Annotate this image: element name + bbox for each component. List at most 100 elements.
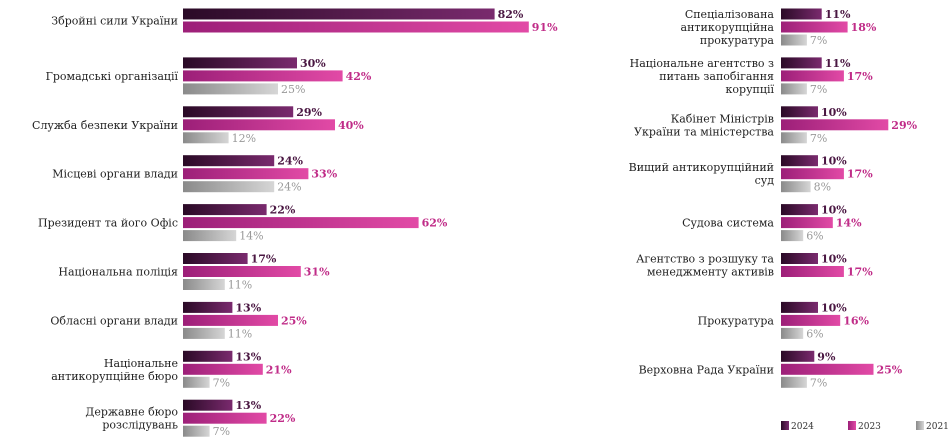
bar-2023-вищий-антикорупційний-суд [781,168,844,180]
bar-2024-національна-поліція [183,253,248,264]
value-label: 25% [281,314,307,327]
value-label: 6% [806,327,823,340]
category-label: Президент та його Офіс [38,217,178,230]
bar-2023-агентство-з-розшуку-та-менеджменту-активів [781,266,844,277]
bar-2021-президент-та-його-офіс [183,230,237,242]
value-label: 10% [821,204,847,217]
bar-2023-національне-агентство-з-питань-запобігання-корупції [781,70,844,82]
value-label: 6% [806,230,823,243]
bar-2021-громадські-організації [183,83,278,95]
value-label: 22% [270,204,296,217]
bar-2024-національне-агентство-з-питань-запобігання-корупції [781,57,822,69]
bar-2021-національна-поліція [183,279,225,290]
bar-2021-національне-агентство-з-питань-запобігання-корупції [781,83,807,95]
value-label: 33% [311,168,337,181]
legend-label: 2021 [926,422,949,432]
bar-2024-спеціалізована-антикорупційна-прокуратура [781,8,822,20]
value-label: 29% [891,119,917,132]
category-label: Національне антикорупційне бюро [51,357,178,383]
value-label: 11% [228,279,252,292]
bar-2021-верховна-рада-україни [781,376,807,388]
bar-2024-президент-та-його-офіс [183,204,267,216]
value-label: 13% [235,301,261,314]
bar-2024-збройні-сили-україни [183,8,495,20]
bar-2023-судова-система [781,217,833,229]
bar-2024-обласні-органи-влади [183,301,233,313]
bar-2024-агентство-з-розшуку-та-менеджменту-активів [781,253,818,264]
bar-2024-місцеві-органи-влади [183,155,275,167]
bar-2023-спеціалізована-антикорупційна-прокуратура [781,21,848,33]
bar-2024-громадські-організації [183,57,297,69]
value-label: 30% [300,57,326,70]
category-label: Спеціалізована антикорупційна прокуратура [681,8,775,47]
value-label: 17% [251,253,277,266]
bar-2024-кабінет-міністрів-україни-та-міністерства [781,106,818,118]
category-label: Національне агентство з питань запобіганн… [630,57,775,96]
value-label: 7% [810,132,827,145]
value-label: 14% [239,230,263,243]
bar-2024-національне-антикорупційне-бюро [183,350,233,362]
bar-2023-громадські-організації [183,70,343,82]
bar-2023-збройні-сили-україни [183,21,529,33]
value-label: 11% [825,8,851,21]
category-label: Збройні сили України [51,15,178,28]
bar-2023-служба-безпеки-україни [183,119,335,131]
category-label: Кабінет Міністрів України та міністерства [634,112,774,138]
bar-2024-судова-система [781,204,818,216]
value-label: 24% [277,155,303,168]
bar-2024-державне-бюро-розслідувань [183,399,233,411]
bar-2024-верховна-рада-україни [781,350,815,362]
value-label: 11% [825,57,851,70]
value-label: 25% [281,83,305,96]
category-label: Прокуратура [698,314,775,327]
legend: 2024 2023 2021 [781,421,949,432]
bar-2023-місцеві-органи-влади [183,168,309,180]
category-label: Служба безпеки України [32,119,178,132]
value-label: 13% [235,399,261,412]
bar-2021-державне-бюро-розслідувань [183,425,210,437]
bar-2023-національна-поліція [183,266,301,277]
value-label: 25% [877,363,903,376]
chart-panel-1: Збройні сили України 82% 91% Громадські орг… [32,8,558,438]
category-label: Агентство з розшуку та менеджменту активі… [636,253,774,279]
bar-2024-служба-безпеки-україни [183,106,294,118]
category-label: Державне бюро розслідувань [85,406,178,432]
value-label: 10% [821,106,847,119]
bar-2021-судова-система [781,230,804,242]
value-label: 31% [304,266,330,279]
value-label: 18% [851,21,877,34]
value-label: 8% [814,181,831,194]
value-label: 10% [821,155,847,168]
value-label: 13% [235,350,261,363]
legend-label: 2024 [791,422,814,432]
bar-2021-місцеві-органи-влади [183,181,275,193]
value-label: 7% [213,425,230,438]
bar-2023-державне-бюро-розслідувань [183,412,267,424]
value-label: 82% [498,8,524,21]
value-label: 7% [810,376,827,389]
bar-2023-національне-антикорупційне-бюро [183,363,263,375]
category-label: Вищий антикорупційний суд [629,161,775,187]
value-label: 17% [847,70,873,83]
bar-2023-верховна-рада-україни [781,363,874,375]
value-label: 17% [847,266,873,279]
value-label: 7% [213,376,230,389]
value-label: 29% [296,106,322,119]
value-label: 9% [817,350,836,363]
bar-2021-прокуратура [781,327,804,339]
value-label: 7% [810,83,827,96]
value-label: 7% [810,34,827,47]
bar-2023-обласні-органи-влади [183,314,278,326]
bar-2021-спеціалізована-антикорупційна-прокуратура [781,34,807,46]
bar-2021-служба-безпеки-україни [183,132,229,144]
bar-2023-кабінет-міністрів-україни-та-міністерства [781,119,889,131]
legend-label: 2023 [858,422,881,432]
value-label: 22% [270,412,296,425]
value-label: 10% [821,301,847,314]
category-label: Обласні органи влади [50,314,178,327]
legend-swatch [916,421,924,430]
value-label: 40% [338,119,364,132]
bar-2023-прокуратура [781,314,841,326]
